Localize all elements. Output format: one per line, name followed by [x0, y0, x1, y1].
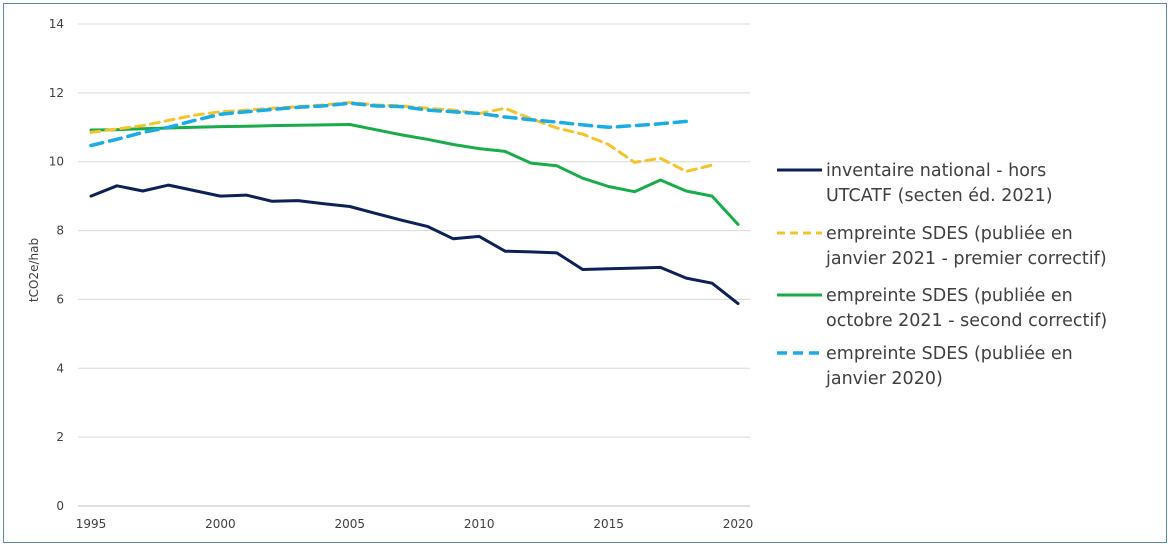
- legend: inventaire national - hors UTCATF (secten…: [777, 161, 1107, 389]
- series-line-2: [89, 101, 714, 173]
- y-tick-label: 4: [56, 361, 64, 375]
- series-line-4: [89, 101, 688, 148]
- legend-label: janvier 2020): [825, 369, 943, 389]
- y-tick-label: 8: [56, 224, 64, 238]
- legend-label: octobre 2021 - second correctif): [826, 311, 1107, 331]
- legend-label: janvier 2021 - premier correctif): [825, 249, 1107, 269]
- legend-label: UTCATF (secten éd. 2021): [826, 186, 1053, 206]
- y-tick-label: 6: [56, 292, 64, 306]
- y-tick-label: 0: [56, 499, 64, 513]
- y-axis-label: tCO2e/hab: [27, 238, 41, 302]
- series-lines: [89, 101, 740, 306]
- series-line-1: [89, 183, 740, 306]
- y-tick-label: 10: [49, 155, 64, 169]
- x-tick-label: 2015: [593, 517, 624, 531]
- legend-label: inventaire national - hors: [826, 161, 1046, 181]
- x-tick-label: 2000: [205, 517, 236, 531]
- y-tick-label: 12: [49, 86, 64, 100]
- x-tick-label: 2020: [723, 517, 754, 531]
- x-tick-label: 1995: [76, 517, 107, 531]
- x-tick-labels: 1995 2000 2005 2010 2015 2020: [76, 517, 754, 531]
- gridlines: [78, 23, 750, 438]
- legend-label: empreinte SDES (publiée en: [826, 344, 1073, 364]
- x-tick-label: 2010: [464, 517, 495, 531]
- y-tick-labels: 0 2 4 6 8 10 12 14: [49, 17, 64, 513]
- series-line-3: [89, 123, 740, 226]
- y-tick-label: 14: [49, 17, 64, 31]
- legend-label: empreinte SDES (publiée en: [826, 224, 1073, 244]
- x-tick-label: 2005: [335, 517, 366, 531]
- legend-label: empreinte SDES (publiée en: [826, 286, 1073, 306]
- y-tick-label: 2: [56, 430, 64, 444]
